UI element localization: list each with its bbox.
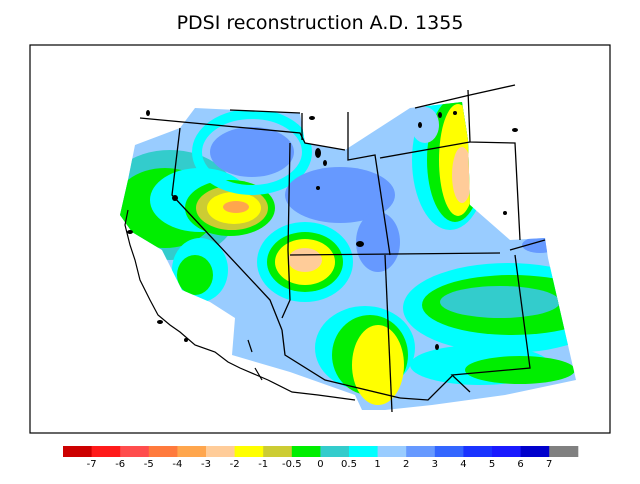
- pdsi-field: [120, 102, 576, 410]
- border-az-nm: [384, 254, 393, 413]
- border-nm-mx: [399, 375, 453, 401]
- field-wet-north: [210, 127, 294, 177]
- field-dry-core-nw: [223, 201, 249, 213]
- border-ca-nv: [171, 127, 283, 331]
- map-title: PDSI reconstruction A.D. 1355: [176, 12, 464, 34]
- pacific-coast: [124, 209, 356, 401]
- field-wet-central: [285, 167, 395, 223]
- border-ne: [467, 89, 521, 241]
- border-wy-mt: [414, 84, 516, 109]
- state-boundaries: [139, 84, 546, 413]
- border-wy-co: [379, 141, 471, 159]
- field-dry-core-central: [288, 248, 322, 272]
- border-nm-tx: [450, 254, 531, 393]
- coastline: [124, 209, 356, 401]
- lakes-and-islands: [127, 110, 518, 350]
- field-dry-core-ne: [452, 147, 472, 203]
- border-az-mx: [281, 329, 401, 399]
- border-ut-az: [289, 252, 501, 256]
- border-nv-ut: [281, 142, 291, 319]
- border-ks: [509, 239, 546, 251]
- border-ut-co: [347, 112, 391, 256]
